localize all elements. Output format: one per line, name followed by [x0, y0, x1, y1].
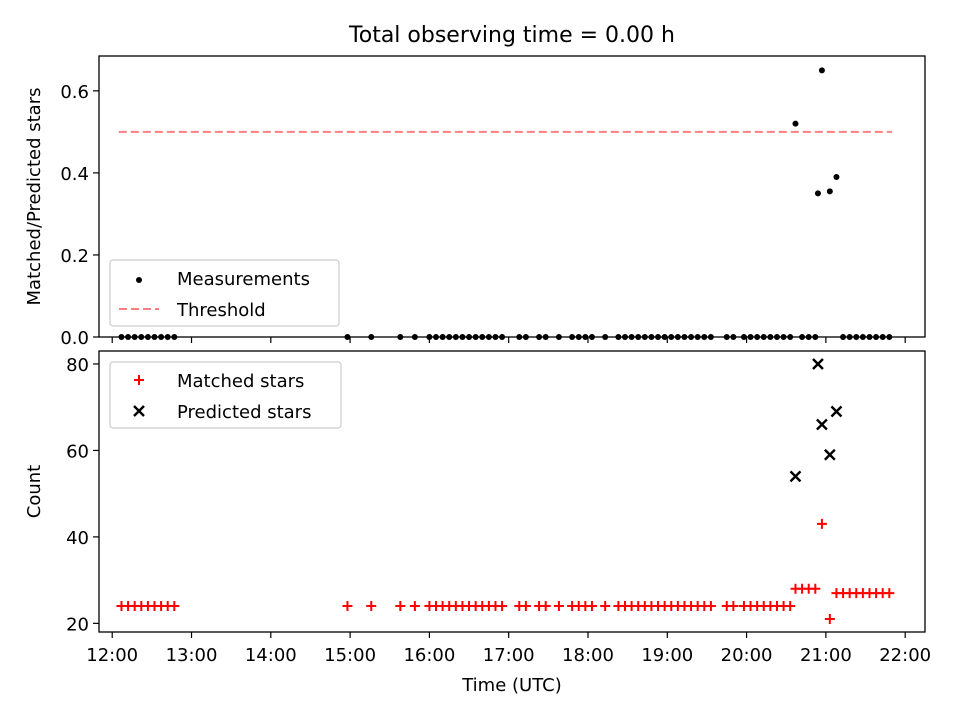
data-point-measurement: [792, 120, 799, 127]
data-point-measurement: [814, 190, 821, 197]
legend-marker-matched: [134, 375, 144, 385]
data-point-matched: [342, 601, 353, 612]
data-point-predicted: [830, 405, 843, 418]
x-axis-label: Time (UTC): [461, 675, 562, 696]
data-point-matched: [520, 601, 531, 612]
data-point-matched: [810, 583, 821, 594]
legend: Matched stars Predicted stars: [109, 361, 342, 429]
y-tick-label: 40: [66, 528, 89, 549]
series-matched-stars: [116, 518, 895, 625]
x-tick-label: 12:00: [86, 645, 138, 666]
legend-marker-predicted: [133, 405, 145, 417]
x-tick-label: 17:00: [483, 645, 535, 666]
data-point-matched: [600, 601, 611, 612]
x-tick-label: 18:00: [562, 645, 614, 666]
legend-label: Predicted stars: [177, 402, 311, 423]
y-tick-label: 80: [66, 355, 89, 376]
x-tick-label: 13:00: [166, 645, 218, 666]
y-tick-label: 0.2: [60, 246, 89, 267]
axes-frame: [98, 350, 926, 633]
y-axis-label: Count: [24, 465, 45, 518]
data-point-matched: [553, 601, 564, 612]
y-tick-label: 0.4: [60, 164, 89, 185]
y-tick-label: 0.6: [60, 82, 89, 103]
legend-box: [109, 361, 342, 429]
x-tick-label: 21:00: [800, 645, 852, 666]
data-point-measurement: [826, 188, 833, 195]
x-tick-label: 15:00: [324, 645, 376, 666]
data-point-matched: [409, 601, 420, 612]
data-point-matched: [169, 601, 180, 612]
data-point-matched: [816, 518, 827, 529]
legend-label: Threshold: [176, 300, 266, 321]
data-point-matched: [824, 614, 835, 625]
legend-label: Measurements: [177, 269, 310, 290]
data-point-matched: [497, 601, 508, 612]
data-point-predicted: [816, 418, 828, 431]
data-point-predicted: [789, 470, 802, 483]
data-point-matched: [366, 601, 377, 612]
x-tick-label: 14:00: [245, 645, 297, 666]
y-axis-label: Matched/Predicted stars: [24, 88, 45, 306]
series-predicted-stars: [789, 358, 843, 483]
x-tick-label: 22:00: [879, 645, 931, 666]
data-point-matched: [705, 601, 716, 612]
x-tick-label: 19:00: [641, 645, 693, 666]
data-point-matched: [785, 601, 796, 612]
bottom-panel: 20 40 60 80 12:00 13:00 14:00 15:00 16:00 17:00 18…: [24, 350, 931, 696]
chart-title: Total observing time = 0.00 h: [348, 23, 675, 48]
data-point-matched: [540, 601, 551, 612]
legend-marker-measurements: [136, 277, 142, 283]
top-panel: Total observing time = 0.00 h 0.0 0.2 0.4 0.…: [24, 23, 926, 349]
axes-frame: [98, 55, 926, 338]
data-point-measurement: [833, 174, 840, 181]
data-point-matched: [395, 601, 406, 612]
x-tick-label: 20:00: [721, 645, 773, 666]
legend-box: [109, 259, 340, 327]
legend-label: Matched stars: [177, 371, 304, 392]
data-point-matched: [884, 588, 895, 599]
y-tick-label: 20: [66, 614, 89, 635]
y-tick-label: 60: [66, 441, 89, 462]
data-point-matched: [586, 601, 597, 612]
data-point-predicted: [823, 448, 836, 461]
y-tick-label: 0.0: [60, 328, 89, 349]
x-tick-label: 16:00: [403, 645, 455, 666]
data-point-matched: [728, 601, 739, 612]
data-point-measurement: [818, 67, 825, 74]
data-point-predicted: [812, 358, 824, 370]
legend: Measurements Threshold: [109, 259, 340, 327]
